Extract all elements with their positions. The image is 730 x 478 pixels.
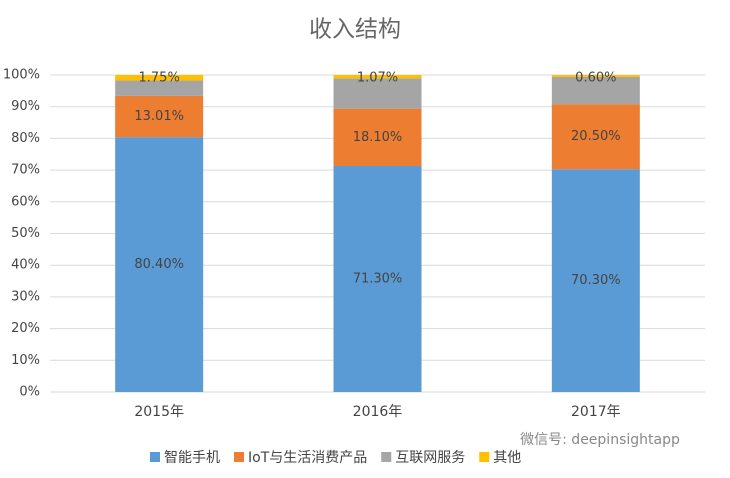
legend-label: 智能手机: [164, 450, 220, 466]
bar-segment: [551, 104, 640, 170]
chart-title: 收入结构: [309, 17, 401, 43]
bar-segment: [333, 75, 422, 79]
watermark: 微信号: deepinsightapp: [520, 432, 680, 448]
y-tick-label: 30%: [11, 289, 40, 304]
x-tick-label: 2015年: [134, 404, 184, 420]
legend-label: 其他: [493, 450, 521, 466]
legend-swatch: [479, 452, 490, 462]
data-label: 71.30%: [353, 271, 403, 286]
legend-label: 互联网服务: [395, 450, 465, 466]
data-label: 80.40%: [134, 257, 184, 272]
bar-segment: [333, 78, 422, 109]
bar-segment: [333, 165, 422, 392]
legend-swatch: [381, 452, 392, 462]
bar-segment: [551, 75, 640, 77]
data-label: 70.30%: [571, 273, 621, 288]
legend-label: IoT与生活消费产品: [248, 450, 367, 466]
data-label: 18.10%: [353, 130, 403, 145]
x-tick-label: 2016年: [353, 404, 403, 420]
bar-segment: [115, 75, 204, 81]
bar-segment: [115, 137, 204, 392]
y-tick-label: 50%: [11, 226, 40, 241]
data-label: 13.01%: [134, 109, 184, 124]
legend-swatch: [150, 452, 160, 462]
bar-segment: [551, 76, 640, 105]
bar-segment: [115, 95, 204, 138]
y-tick-label: 10%: [11, 353, 40, 368]
bar-segment: [551, 169, 640, 392]
y-tick-label: 0%: [19, 385, 40, 400]
y-tick-label: 80%: [11, 131, 40, 146]
bar-segment: [333, 108, 422, 166]
y-tick-label: 70%: [11, 163, 40, 178]
bar-segment: [115, 80, 204, 96]
data-label: 20.50%: [571, 129, 621, 144]
y-tick-label: 20%: [11, 321, 40, 336]
data-label: 1.07%: [357, 71, 398, 86]
y-tick-label: 100%: [3, 68, 40, 83]
y-tick-label: 60%: [11, 194, 40, 209]
data-label: 0.60%: [575, 71, 616, 86]
data-label: 1.75%: [139, 71, 180, 86]
x-tick-label: 2017年: [571, 404, 621, 420]
y-tick-label: 90%: [11, 99, 40, 114]
y-tick-label: 40%: [11, 258, 40, 273]
legend-swatch: [234, 452, 244, 462]
